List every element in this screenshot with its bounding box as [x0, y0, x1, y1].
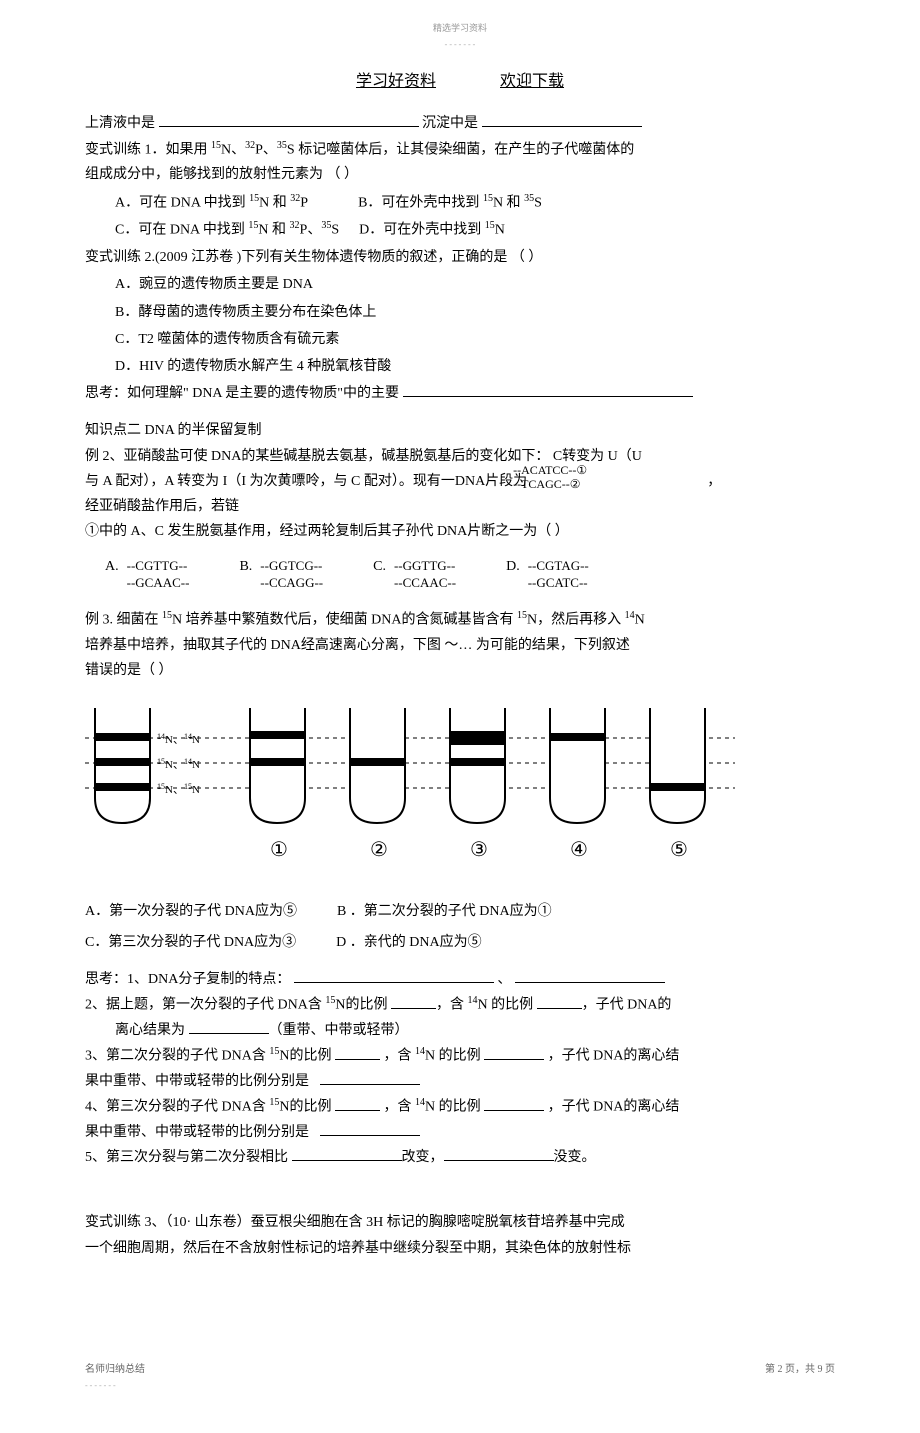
svg-text:②: ②: [370, 839, 388, 861]
variant2-q: 变式训练 2.(2009 江苏卷 )下列有关生物体遗传物质的叙述，正确的是 （ …: [85, 245, 835, 270]
answer-c: C．第三次分裂的子代 DNA应为③: [85, 930, 296, 955]
opt-b: B.--GGTCG----CCAGG--: [239, 554, 323, 592]
opt-a: A.--CGTTG----GCAAC--: [105, 554, 189, 592]
tubes-diagram: 14N、14N 15N、14N 15N、15N ① ② ③ ④ ⑤: [85, 698, 735, 868]
inline-seq: --ACATCC--① --TCAGC--②: [513, 463, 587, 492]
blank-feature1: [294, 969, 494, 983]
svg-text:⑤: ⑤: [670, 839, 688, 861]
blank-supernatant: [159, 113, 419, 127]
variant1-q: 变式训练 1．如果用 15N、32P、35S 标记噬菌体后，让其侵染细菌，在产生…: [85, 137, 835, 163]
top-label: 精选学习资料: [85, 20, 835, 36]
blank-precipitate: [482, 113, 642, 127]
opt-c: C.--GGTTG----CCAAC--: [373, 554, 456, 592]
fill-in-line: 上清液中是 沉淀中是: [85, 111, 835, 136]
sikao2-line3: 3、第二次分裂的子代 DNA含 15N的比例 ，含 14N 的比例 ，子代 DN…: [85, 1043, 835, 1069]
sikao2-line4-cont: 果中重带、中带或轻带的比例分别是: [85, 1120, 835, 1145]
sikao2-line2-indent: 离心结果为 （重带、中带或轻带）: [85, 1018, 835, 1043]
answer-d: D ．亲代的 DNA应为⑤: [336, 930, 481, 955]
footer-right: 第 2 页，共 9 页: [765, 1361, 835, 1393]
blank-feature2: [515, 969, 665, 983]
svg-text:15N、15N: 15N、15N: [157, 782, 200, 797]
ex3-line1: 例 3. 细菌在 15N 培养基中繁殖数代后，使细菌 DNA的含氮碱基皆含有 1…: [85, 607, 835, 633]
footer-dots: - - - - - - -: [85, 1379, 145, 1393]
ex2-line1: 例 2、亚硝酸盐可使 DNA的某些碱基脱去氨基，碱基脱氨基后的变化如下： C转变…: [85, 444, 835, 469]
blank-sikao1: [403, 383, 693, 397]
svg-text:14N、14N: 14N、14N: [157, 732, 200, 747]
answer-row-ab: A．第一次分裂的子代 DNA应为⑤ B ．第二次分裂的子代 DNA应为①: [85, 899, 835, 924]
variant3-line1: 变式训练 3、（10· 山东卷）蚕豆根尖细胞在含 3H 标记的胸腺嘧啶脱氧核苷培…: [85, 1210, 835, 1235]
svg-text:①: ①: [270, 839, 288, 861]
svg-text:15N、14N: 15N、14N: [157, 757, 200, 772]
variant2-a: A．豌豆的遗传物质主要是 DNA: [85, 272, 835, 297]
ex2-line3: 经亚硝酸盐作用后，若链: [85, 494, 835, 519]
page-footer: 名师归纳总结 - - - - - - - 第 2 页，共 9 页: [85, 1361, 835, 1393]
answer-b: B ．第二次分裂的子代 DNA应为①: [337, 899, 552, 924]
page-header: 学习好资料 欢迎下载: [85, 68, 835, 97]
sikao2-line5: 5、第三次分裂与第二次分裂相比 改变，没变。: [85, 1145, 835, 1170]
variant1-choices-ab: A．可在 DNA 中找到 15N 和 32P B．可在外壳中找到 15N 和 3…: [85, 190, 835, 216]
variant2-b: B．酵母菌的遗传物质主要分布在染色体上: [85, 300, 835, 325]
sikao2-line1: 思考：1、DNA分子复制的特点： 、: [85, 967, 835, 992]
sikao2-line4: 4、第三次分裂的子代 DNA含 15N的比例 ，含 14N 的比例 ，子代 DN…: [85, 1094, 835, 1120]
svg-text:③: ③: [470, 839, 488, 861]
variant1-q-line2: 组成成分中，能够找到的放射性元素为 （ ）: [85, 162, 835, 187]
variant2-d: D．HIV 的遗传物质水解产生 4 种脱氧核苷酸: [85, 354, 835, 379]
variant3-line2: 一个细胞周期，然后在不含放射性标记的培养基中继续分裂至中期，其染色体的放射性标: [85, 1236, 835, 1261]
variant1-choices-cd: C．可在 DNA 中找到 15N 和 32P、35S D．可在外壳中找到 15N: [85, 217, 835, 243]
sikao1: 思考：如何理解" DNA 是主要的遗传物质"中的主要: [85, 381, 835, 406]
header-left: 学习好资料: [356, 73, 436, 90]
ex2-options: A.--CGTTG----GCAAC-- B.--GGTCG----CCAGG-…: [105, 554, 835, 592]
header-right: 欢迎下载: [500, 73, 564, 90]
ex3-line2: 培养基中培养，抽取其子代的 DNA经高速离心分离，下图 ～… 为可能的结果，下列…: [85, 633, 835, 658]
opt-d: D.--CGTAG----GCATC--: [506, 554, 589, 592]
variant2-c: C．T2 噬菌体的遗传物质含有硫元素: [85, 327, 835, 352]
label-supernatant: 上清液中是: [85, 116, 155, 131]
sikao2-line2: 2、据上题，第一次分裂的子代 DNA含 15N的比例 ，含 14N 的比例 ，子…: [85, 992, 835, 1018]
ex3-line3: 错误的是（ ）: [85, 658, 835, 683]
answer-row-cd: C．第三次分裂的子代 DNA应为③ D ．亲代的 DNA应为⑤: [85, 930, 835, 955]
sikao2-line3-cont: 果中重带、中带或轻带的比例分别是: [85, 1069, 835, 1094]
kp2-title: 知识点二 DNA 的半保留复制: [85, 418, 835, 443]
label-precipitate: 沉淀中是: [422, 116, 478, 131]
answer-a: A．第一次分裂的子代 DNA应为⑤: [85, 899, 297, 924]
svg-text:④: ④: [570, 839, 588, 861]
top-dots: - - - - - - -: [85, 38, 835, 52]
ex2-line4: ①中的 A、C 发生脱氨基作用，经过两轮复制后其子孙代 DNA片断之一为（ ）: [85, 519, 835, 544]
ex2-line2: 与 A 配对），A 转变为 I（I 为次黄嘌呤，与 C 配对）。现有一 DNA片…: [85, 469, 835, 494]
footer-left: 名师归纳总结: [85, 1361, 145, 1379]
